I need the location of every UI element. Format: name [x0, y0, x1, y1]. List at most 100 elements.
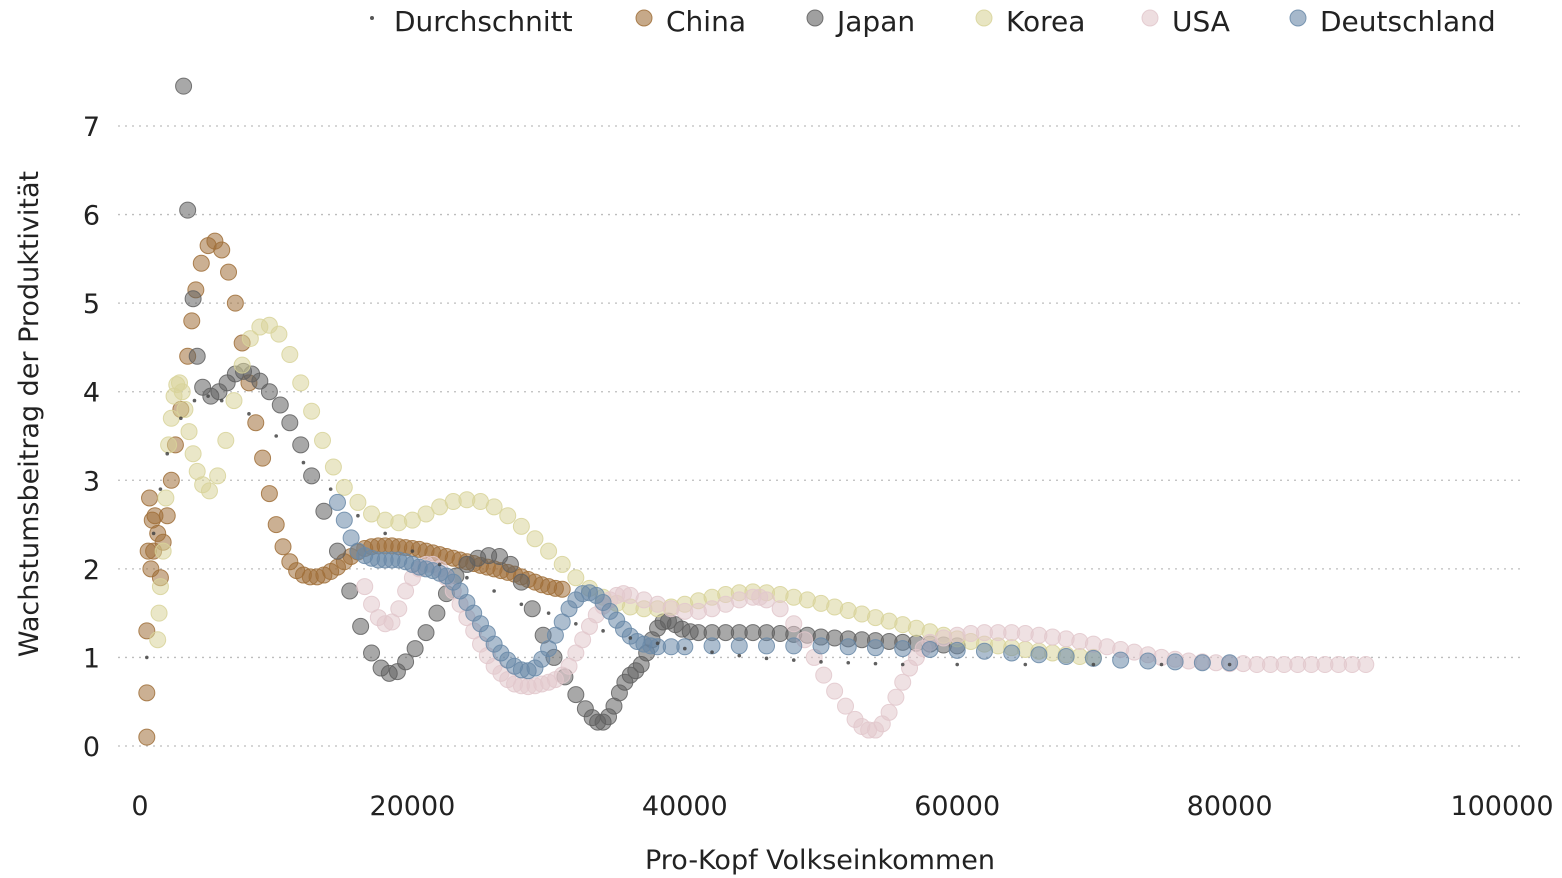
data-point [567, 644, 585, 662]
data-point [655, 641, 660, 646]
data-point [428, 604, 446, 622]
data-point [397, 582, 415, 600]
data-point [955, 662, 959, 667]
data-point [546, 611, 551, 615]
data-point [176, 400, 194, 418]
data-point [1159, 662, 1164, 667]
data-point [226, 294, 244, 312]
data-point [812, 637, 830, 655]
legend-label: Deutschland [1320, 5, 1496, 38]
data-point [975, 642, 993, 660]
y-axis-ticks: 0 1 2 3 4 5 6 7 [83, 112, 100, 763]
data-point [710, 650, 714, 654]
data-point [363, 595, 381, 613]
data-point [260, 485, 278, 503]
data-point [247, 414, 265, 432]
legend-label: USA [1172, 5, 1230, 38]
data-point [162, 409, 180, 427]
x-axis-title: Pro-Kopf Volkseinkommen [645, 845, 995, 876]
data-point [233, 356, 251, 374]
data-point [553, 555, 571, 573]
series-japan [175, 77, 966, 731]
data-point [683, 646, 687, 651]
data-point [383, 531, 387, 536]
data-point [192, 398, 197, 403]
data-point [165, 451, 170, 456]
x-tick-label: 0 [131, 791, 148, 822]
data-point [1166, 653, 1184, 671]
data-point [335, 511, 353, 529]
data-point [301, 460, 306, 465]
data-point [324, 458, 342, 476]
x-tick-label: 60000 [914, 791, 1000, 822]
data-point [352, 617, 370, 635]
data-point [180, 423, 198, 441]
data-point [397, 653, 415, 671]
x-tick-label: 40000 [642, 791, 728, 822]
data-point [341, 582, 359, 600]
data-point [703, 637, 721, 655]
x-tick-label: 20000 [369, 791, 455, 822]
data-point [335, 478, 353, 496]
data-point [492, 589, 496, 593]
data-point [141, 489, 159, 507]
data-point [138, 684, 156, 702]
data-point [151, 578, 169, 596]
data-point [151, 531, 156, 536]
data-point [225, 392, 243, 410]
x-tick-label: 100000 [1450, 791, 1553, 822]
data-point [179, 416, 183, 421]
data-point [158, 487, 163, 491]
data-point [162, 471, 180, 489]
data-point [785, 637, 803, 655]
data-point [417, 624, 435, 642]
data-point [887, 688, 905, 706]
data-point [764, 656, 769, 661]
data-point [410, 549, 415, 553]
y-tick-label: 0 [83, 732, 100, 763]
data-point [567, 569, 585, 587]
data-point [356, 513, 360, 518]
data-point [560, 657, 578, 675]
y-tick-label: 5 [83, 289, 100, 320]
data-point [894, 673, 912, 691]
data-point [219, 398, 224, 403]
data-point [628, 636, 633, 640]
data-point [217, 431, 235, 449]
data-point [247, 412, 251, 416]
data-point [328, 493, 346, 511]
data-point [601, 629, 605, 633]
y-tick-label: 3 [83, 466, 100, 497]
data-point [363, 644, 381, 662]
plot-area [138, 77, 1375, 746]
data-point [1091, 662, 1096, 667]
data-point [417, 505, 435, 523]
data-point [383, 613, 401, 631]
data-point [183, 312, 201, 330]
legend-marker [370, 16, 374, 20]
data-point [274, 538, 292, 556]
data-point [791, 658, 796, 662]
legend-label: Durchschnitt [394, 5, 573, 38]
data-point [157, 489, 175, 507]
data-point [149, 631, 167, 649]
data-point [1357, 656, 1375, 674]
y-tick-label: 6 [83, 201, 100, 232]
data-point [175, 77, 193, 95]
data-point [819, 660, 823, 664]
data-point [270, 325, 288, 343]
data-point [173, 383, 191, 401]
legend-marker [1141, 9, 1159, 27]
data-point [512, 517, 530, 535]
legend-marker [975, 9, 993, 27]
data-point [758, 637, 776, 655]
data-point [184, 290, 202, 308]
x-tick-label: 80000 [1187, 791, 1273, 822]
data-point [406, 640, 424, 658]
data-point [553, 613, 571, 631]
data-point [523, 600, 541, 618]
data-point [188, 347, 206, 365]
data-point [271, 396, 289, 414]
data-point [1030, 646, 1048, 664]
